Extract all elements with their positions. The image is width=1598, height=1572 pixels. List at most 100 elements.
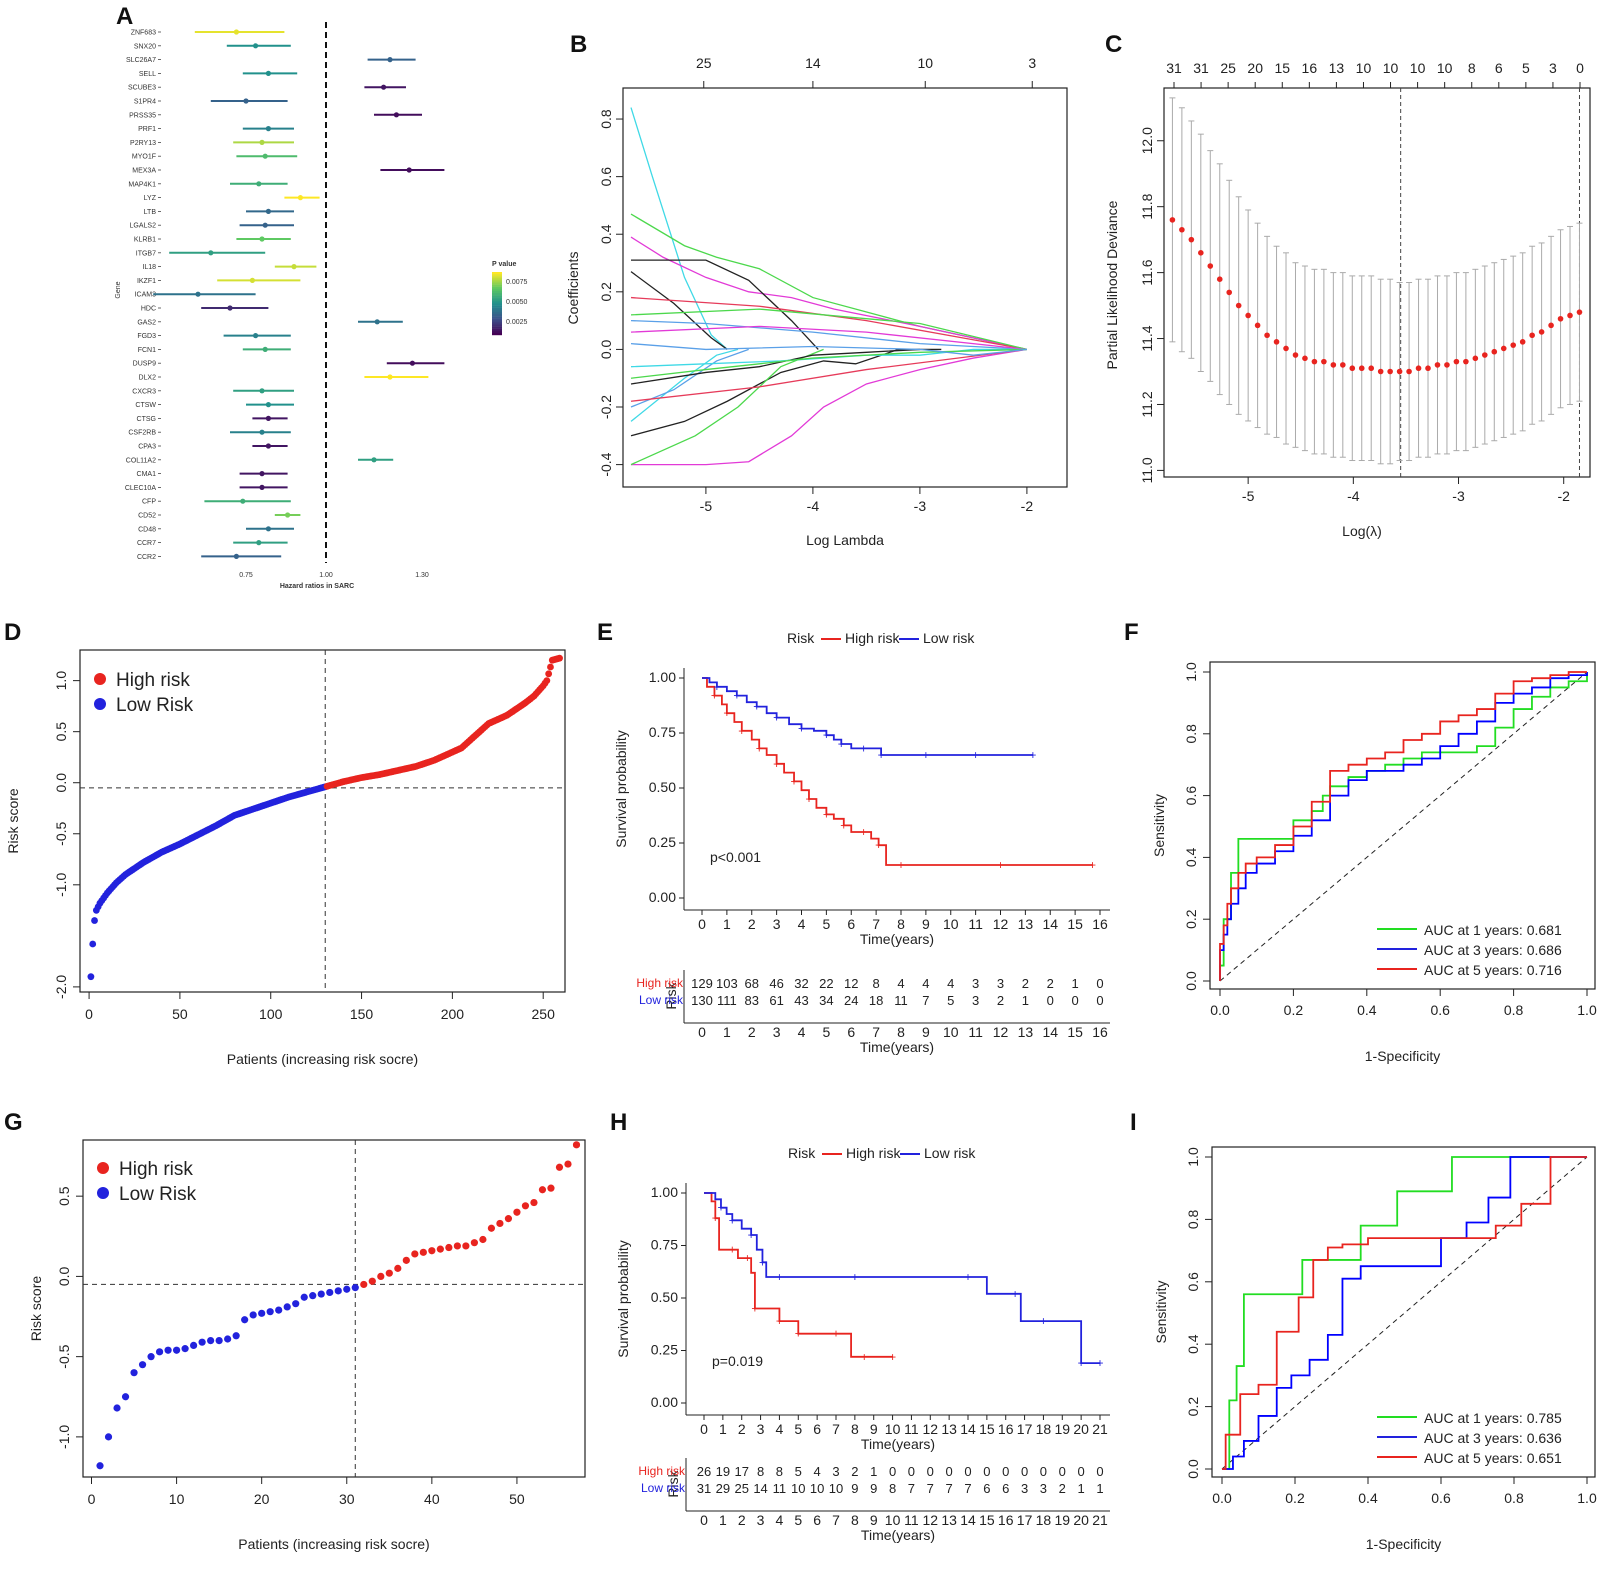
table-cell: 3 — [972, 976, 979, 991]
panel-label-g: G — [4, 1109, 23, 1136]
table-cell: 1 — [1078, 1481, 1085, 1496]
table-cell: 18 — [869, 993, 883, 1008]
high-risk-point — [360, 1280, 368, 1289]
y-tick-label: 0.8 — [1185, 1209, 1201, 1229]
legend-label: AUC at 1 years: 0.681 — [1424, 922, 1562, 938]
coef-path-s4 — [630, 271, 728, 350]
plot-frame — [1209, 661, 1596, 990]
table-x-tick-label: 4 — [798, 1024, 806, 1040]
coef-path-s13 — [630, 348, 824, 466]
roc-curve — [1222, 1156, 1587, 1470]
gene-label: LGALS2 — [130, 223, 157, 230]
gene-label: GAS2 — [137, 319, 156, 326]
deviance-point — [1510, 342, 1517, 348]
hr-point — [262, 346, 268, 352]
x-tick-label: 12 — [922, 1421, 938, 1437]
table-high-label: High risk — [636, 976, 684, 990]
x-tick-label: 50 — [172, 1006, 188, 1022]
high-risk-point — [368, 1277, 376, 1285]
y-tick-label: 0.25 — [651, 1342, 678, 1358]
table-cell: 1 — [1022, 993, 1029, 1008]
censor-mark: + — [791, 774, 798, 788]
deviance-point — [1235, 302, 1242, 309]
low-risk-point — [104, 1433, 113, 1441]
table-cell: 111 — [717, 993, 737, 1008]
legend-low-label: Low risk — [923, 630, 975, 646]
high-risk-point — [496, 1219, 504, 1228]
diagonal-reference — [1219, 671, 1588, 982]
y-axis-title: Risk score — [5, 788, 21, 854]
low-risk-point — [249, 1311, 257, 1319]
gene-label: SNX20 — [134, 43, 156, 50]
censor-mark: + — [712, 1211, 719, 1225]
roc-curve — [1219, 671, 1587, 981]
censor-mark: + — [723, 706, 730, 720]
top-tick-label: 3 — [1549, 60, 1557, 76]
y-tick-label: 0.4 — [598, 224, 614, 244]
low-risk-point — [334, 1287, 342, 1295]
gene-label: COL11A2 — [126, 457, 156, 464]
censor-mark: + — [756, 741, 763, 755]
deviance-point — [1453, 358, 1460, 365]
table-x-tick-label: 17 — [1017, 1512, 1033, 1528]
x-tick-label: 10 — [885, 1421, 901, 1437]
low-risk-point — [317, 1290, 325, 1298]
hr-point — [285, 512, 291, 518]
censor-mark: + — [773, 757, 780, 771]
high-risk-point — [411, 1250, 419, 1258]
low-risk-point — [292, 1300, 300, 1308]
legend-low-label: Low Risk — [116, 695, 194, 716]
table-cell: 7 — [922, 993, 929, 1008]
table-cell: 14 — [753, 1481, 767, 1496]
table-x-tick-label: 7 — [872, 1024, 880, 1040]
gene-label: DLX2 — [138, 375, 156, 382]
table-x-tick-label: 20 — [1073, 1512, 1089, 1528]
high-risk-point — [530, 1198, 538, 1207]
table-x-tick-label: 1 — [719, 1512, 727, 1528]
table-cell: 7 — [946, 1481, 953, 1496]
table-x-tick-label: 5 — [794, 1512, 802, 1528]
high-risk-point — [402, 1256, 410, 1264]
top-tick-label: 8 — [1468, 60, 1476, 76]
table-cell: 10 — [810, 1481, 824, 1496]
x-tick-label: 0.8 — [1504, 1490, 1524, 1506]
censor-mark: + — [851, 1270, 858, 1284]
legend-label: AUC at 3 years: 0.636 — [1424, 1430, 1562, 1446]
table-x-tick-label: 10 — [885, 1512, 901, 1528]
colorbar-segment — [492, 330, 502, 334]
low-risk-point — [147, 1353, 155, 1361]
x-tick-label: 200 — [441, 1006, 465, 1022]
gene-label: ZNF683 — [131, 30, 156, 37]
low-risk-point — [266, 1308, 274, 1316]
table-cell: 9 — [851, 1481, 858, 1496]
deviance-point — [1198, 250, 1204, 256]
y-axis-title: Sensitivity — [1151, 794, 1167, 857]
legend-low-marker — [97, 1187, 109, 1199]
censor-mark: + — [897, 858, 904, 872]
x-axis-title: Time(years) — [861, 1436, 935, 1452]
deviance-point — [1491, 348, 1498, 355]
top-tick-label: 20 — [1247, 60, 1263, 76]
legend-high-marker — [94, 673, 106, 685]
table-cell: 103 — [716, 976, 738, 991]
deviance-point — [1538, 329, 1545, 335]
x-tick-label: 0.4 — [1358, 1490, 1378, 1506]
y-tick-label: 0.6 — [1185, 1272, 1201, 1292]
panel-label-h: H — [610, 1109, 627, 1136]
x-tick-label: 2 — [738, 1421, 746, 1437]
deviance-point — [1358, 365, 1365, 372]
deviance-point — [1264, 332, 1270, 339]
censor-mark: + — [729, 1243, 736, 1257]
censor-mark: + — [751, 1302, 758, 1316]
table-cell: 7 — [908, 1481, 915, 1496]
low-risk-point — [198, 1338, 206, 1346]
censor-mark: + — [717, 1201, 724, 1215]
table-x-tick-label: 6 — [847, 1024, 855, 1040]
low-risk-point — [275, 1306, 283, 1314]
legend-low-marker — [94, 698, 106, 710]
y-tick-label: 0.4 — [1183, 847, 1199, 867]
table-cell: 0 — [983, 1464, 990, 1479]
x-tick-label: 1 — [723, 916, 731, 932]
high-risk-point — [487, 1224, 496, 1232]
high-risk-point — [377, 1272, 385, 1281]
